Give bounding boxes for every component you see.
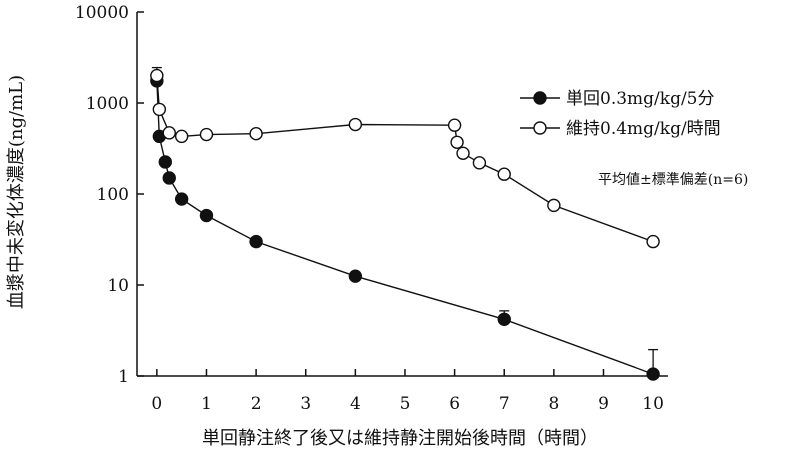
x-axis-title: 単回静注終了後又は維持静注開始後時間（時間） [202, 428, 598, 449]
y-tick-label: 1000 [86, 94, 129, 114]
data-point [199, 127, 214, 142]
data-point [348, 269, 363, 283]
data-point [174, 192, 189, 206]
data-point [447, 118, 462, 132]
data-point [646, 234, 660, 249]
legend-marker [533, 121, 547, 135]
series-1 [150, 73, 660, 381]
x-tick-label: 10 [642, 394, 664, 414]
x-tick-label: 6 [449, 394, 460, 414]
data-point [152, 102, 167, 117]
x-tick-label: 7 [499, 394, 510, 414]
data-point [497, 167, 511, 181]
data-point [162, 171, 176, 185]
y-tick-label: 10000 [75, 3, 129, 23]
data-point [348, 117, 363, 132]
data-point [199, 208, 214, 223]
data-point [456, 146, 470, 161]
data-point [472, 156, 487, 170]
data-point [249, 126, 263, 141]
data-point [158, 155, 172, 169]
y-tick-label: 100 [97, 185, 129, 205]
x-tick-label: 0 [151, 394, 162, 414]
axes: 1 10 100 1000 10000 0 1 2 3 4 5 6 7 8 9 10 [75, 3, 668, 414]
legend-marker [533, 91, 547, 105]
data-point [547, 198, 561, 213]
x-tick-label: 1 [201, 394, 212, 414]
data-point [150, 68, 164, 83]
series-line [156, 80, 654, 375]
legend-label: 維持0.4mg/kg/時間 [566, 119, 721, 139]
x-tick-label: 5 [400, 394, 411, 414]
x-tick-label: 4 [350, 394, 361, 414]
data-point [450, 135, 464, 149]
x-tick-label: 9 [598, 394, 609, 414]
legend-label: 単回0.3mg/kg/5分 [566, 89, 715, 109]
data-point [497, 312, 511, 326]
data-point [646, 367, 660, 381]
series-2 [150, 66, 660, 249]
x-tick-label: 3 [300, 394, 311, 414]
data-point [162, 126, 176, 140]
x-tick-label: 2 [251, 394, 262, 414]
data-point [249, 234, 263, 249]
y-tick-label: 1 [118, 367, 129, 387]
y-axis-title: 血漿中未変化体濃度(ng/mL) [6, 75, 27, 309]
x-tick-label: 8 [548, 394, 559, 414]
y-tick-label: 10 [107, 276, 129, 296]
series-layer [150, 66, 660, 381]
data-point [174, 129, 189, 144]
annotation-text: 平均値±標準偏差(n=6) [598, 172, 748, 188]
